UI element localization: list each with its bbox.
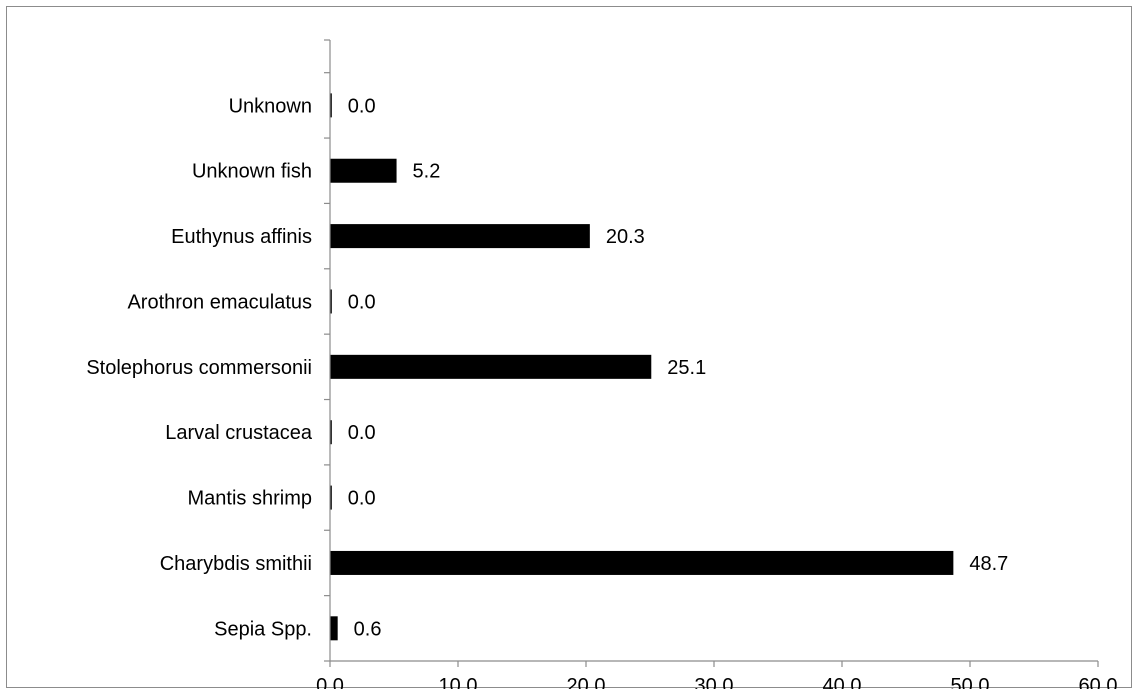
- bar: [330, 485, 332, 510]
- category-label: Larval crustacea: [165, 422, 313, 444]
- x-tick-label: 30.0: [695, 675, 734, 689]
- bar: [330, 93, 332, 118]
- category-label: Euthynus affinis: [171, 226, 312, 248]
- bar: [330, 158, 397, 183]
- x-tick-label: 40.0: [823, 675, 862, 689]
- x-tick-label: 50.0: [951, 675, 990, 689]
- x-tick-label: 0.0: [316, 675, 344, 689]
- category-label: Unknown fish: [192, 161, 312, 183]
- labels-layer: 0.0 10.0 20.0 30.0 40.0 50.0 60.0 Sepia Spp. 0.6…: [86, 95, 1117, 689]
- value-label: 20.3: [606, 226, 645, 248]
- axes: [324, 39, 1099, 667]
- x-tick-label: 10.0: [439, 675, 478, 689]
- bar: [330, 550, 954, 575]
- bar: [330, 289, 332, 314]
- value-label: 0.0: [348, 291, 376, 313]
- category-label: Unknown: [229, 95, 312, 117]
- bar: [330, 224, 590, 249]
- bars-layer: [330, 93, 954, 641]
- category-label: Sepia Spp.: [214, 618, 312, 640]
- x-tick-label: 20.0: [567, 675, 606, 689]
- value-label: 0.0: [348, 95, 376, 117]
- value-label: 0.0: [348, 488, 376, 510]
- value-label: 5.2: [413, 161, 441, 183]
- category-label: Stolephorus commersonii: [86, 357, 312, 379]
- chart-frame: 0.0 10.0 20.0 30.0 40.0 50.0 60.0 Sepia Spp. 0.6…: [6, 6, 1132, 689]
- value-label: 0.6: [354, 618, 382, 640]
- bar: [330, 616, 338, 641]
- bar: [330, 420, 332, 445]
- category-label: Mantis shrimp: [188, 488, 312, 510]
- bar: [330, 354, 652, 379]
- value-label: 48.7: [969, 553, 1008, 575]
- category-label: Charybdis smithii: [160, 553, 312, 575]
- x-tick-label: 60.0: [1079, 675, 1118, 689]
- bar-chart: 0.0 10.0 20.0 30.0 40.0 50.0 60.0 Sepia Spp. 0.6…: [86, 39, 1117, 689]
- value-label: 0.0: [348, 422, 376, 444]
- category-label: Arothron emaculatus: [127, 291, 312, 313]
- value-label: 25.1: [667, 357, 706, 379]
